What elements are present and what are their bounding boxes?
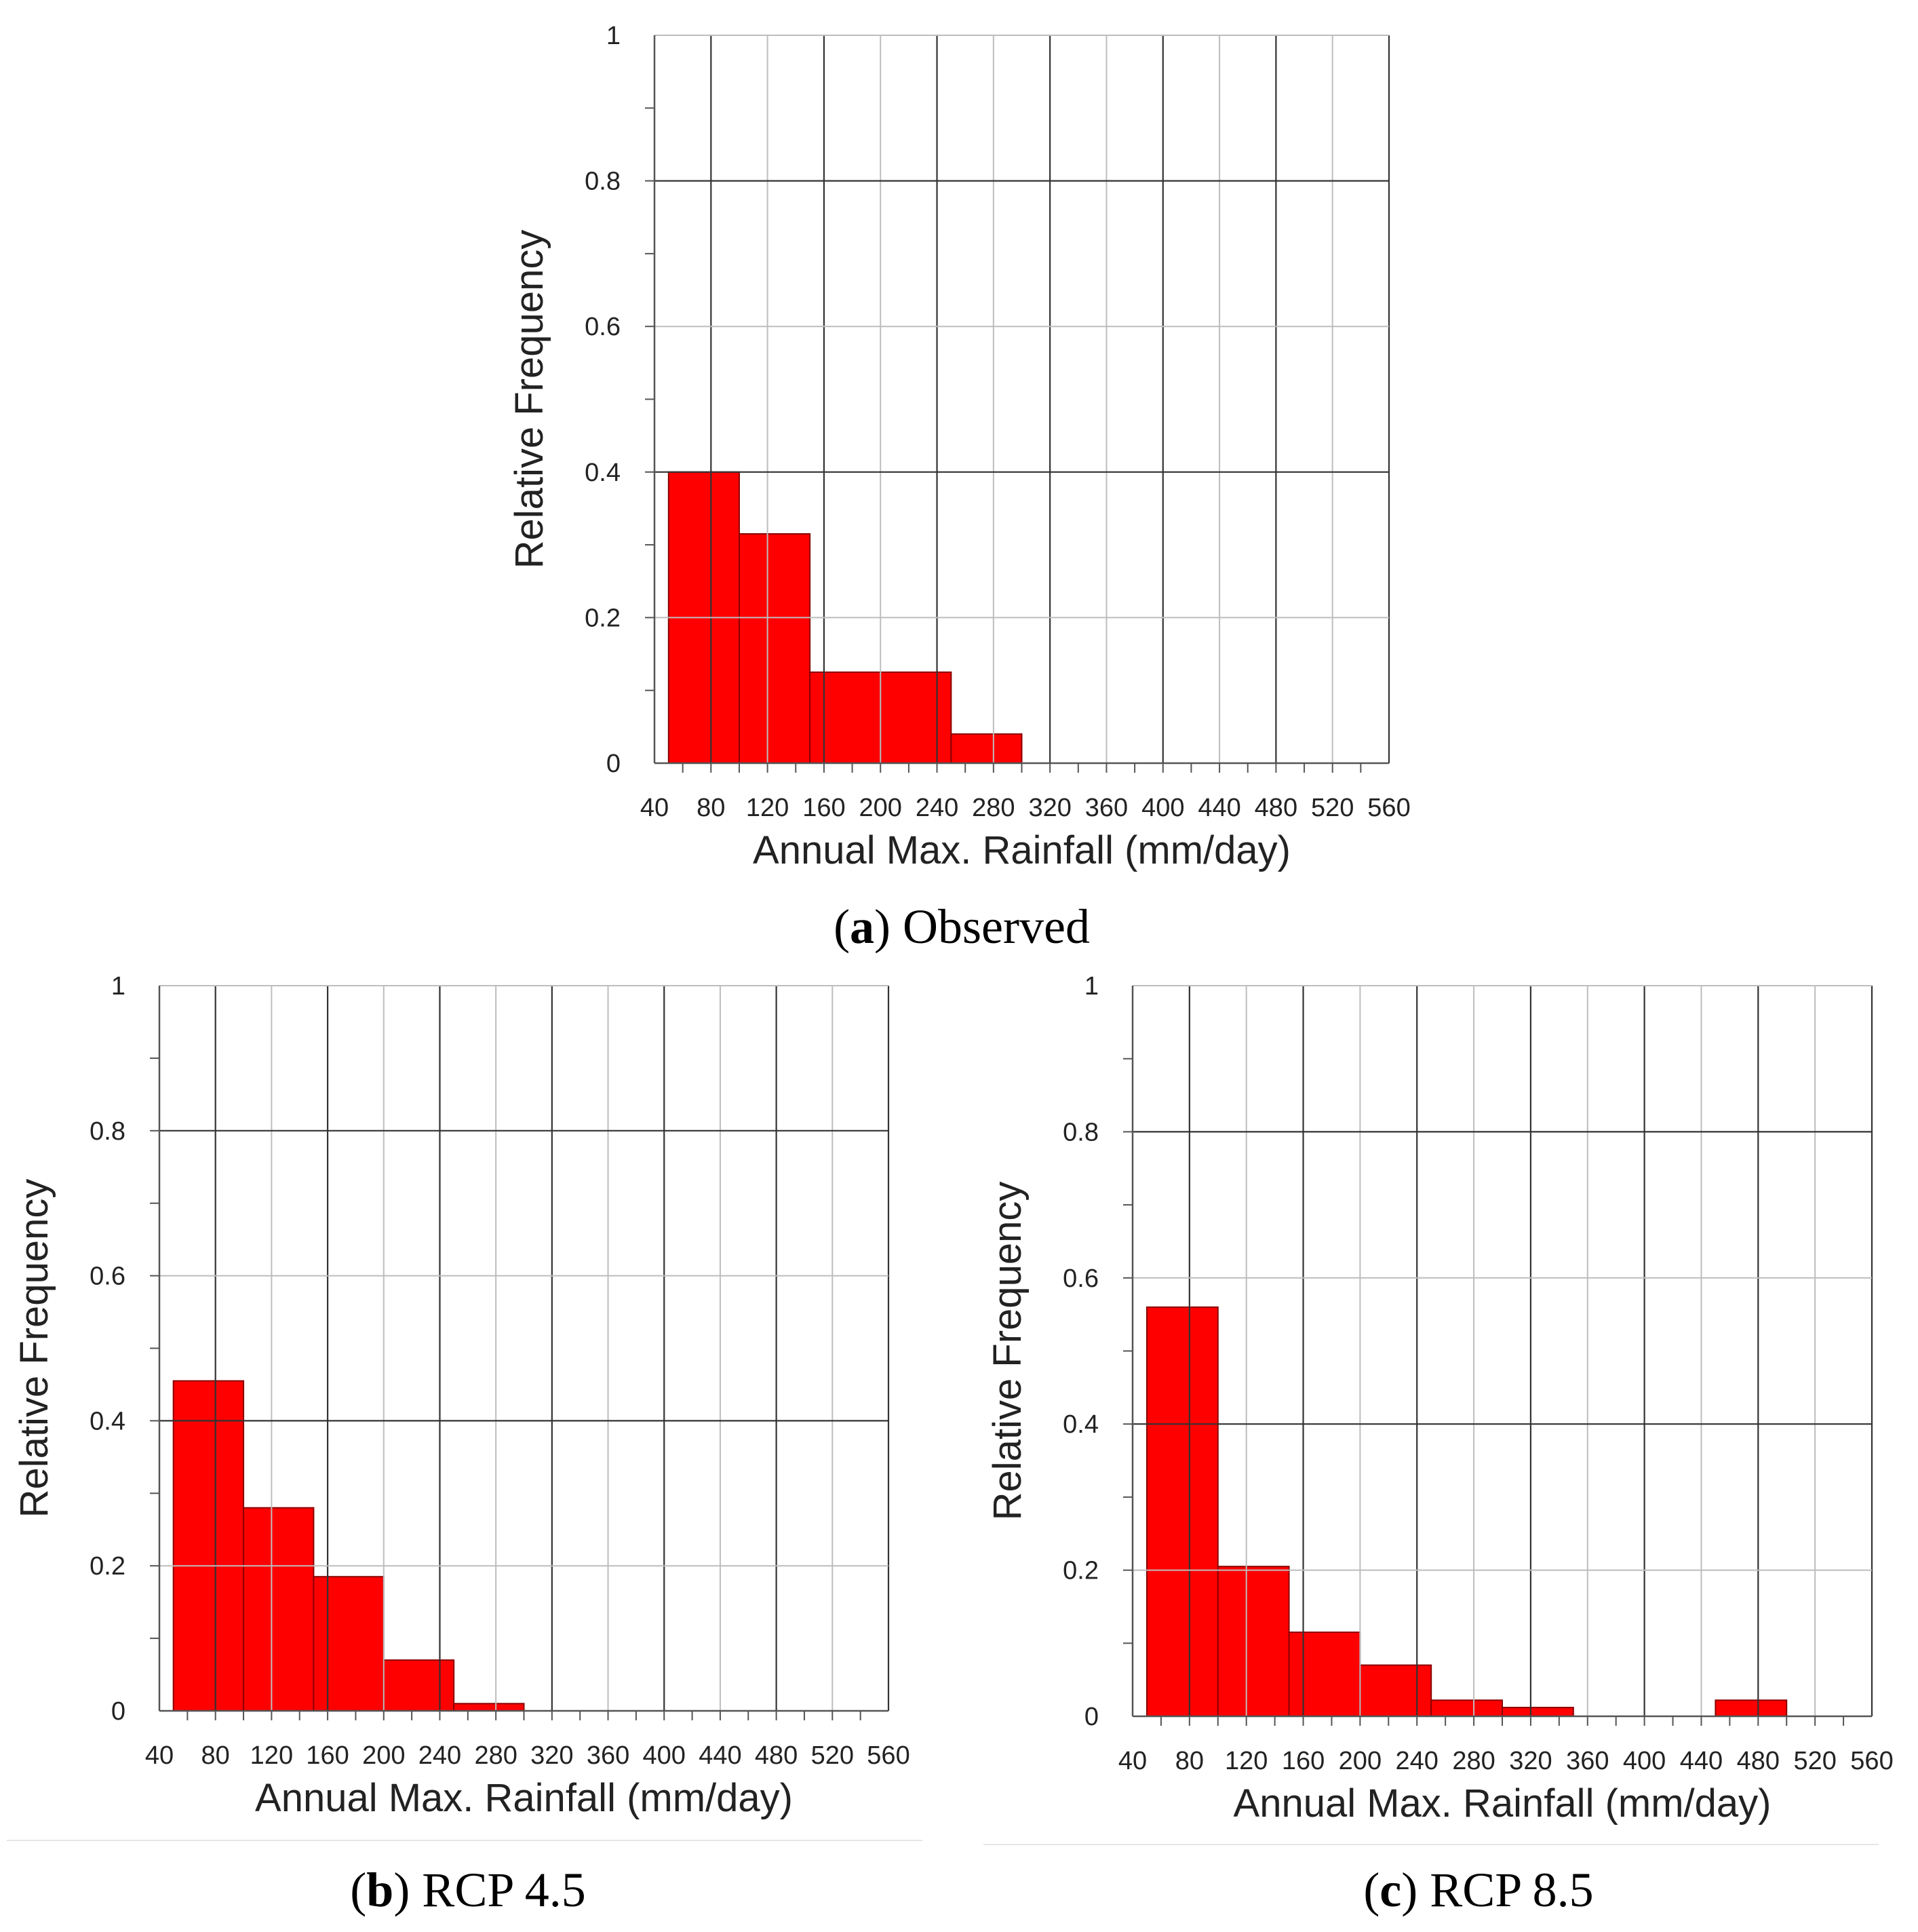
x-tick-label: 400 <box>1623 1747 1666 1775</box>
x-tick-label: 160 <box>1282 1747 1325 1775</box>
caption-text: RCP 8.5 <box>1430 1863 1594 1917</box>
x-tick-label: 440 <box>1680 1747 1723 1775</box>
y-tick-label: 0.4 <box>90 1407 125 1435</box>
separator-line <box>983 1844 1879 1845</box>
histogram-bar <box>1359 1664 1432 1718</box>
caption-text: RCP 4.5 <box>422 1863 586 1917</box>
y-tick-label: 0.8 <box>585 168 621 196</box>
y-tick-label: 0.6 <box>1063 1264 1099 1293</box>
histogram-bar <box>1430 1699 1504 1717</box>
histogram-bar <box>1288 1631 1361 1718</box>
y-tick-label: 0.2 <box>1063 1557 1099 1585</box>
y-tick-label: 0 <box>111 1697 125 1726</box>
x-tick-label: 480 <box>1737 1747 1780 1775</box>
x-tick-label: 280 <box>1452 1747 1495 1775</box>
y-tick-label: 0 <box>606 750 621 778</box>
histogram-bar <box>1502 1707 1574 1717</box>
caption-letter: a <box>850 900 875 954</box>
y-tick-label: 1 <box>1084 972 1099 1001</box>
histogram-bar <box>738 533 811 764</box>
x-tick-label: 320 <box>1509 1747 1552 1775</box>
caption-letter: c <box>1379 1863 1402 1917</box>
y-tick-label: 1 <box>111 972 125 1001</box>
histogram-bar <box>809 671 882 764</box>
y-axis-label: Relative Frequency <box>507 230 551 569</box>
x-tick-label: 120 <box>746 794 789 822</box>
x-tick-label: 120 <box>1225 1747 1268 1775</box>
y-tick-label: 0.8 <box>90 1117 125 1146</box>
x-tick-label: 480 <box>755 1741 798 1770</box>
x-tick-label: 520 <box>811 1741 854 1770</box>
x-tick-label: 240 <box>418 1741 461 1770</box>
y-tick-label: 0.4 <box>1063 1410 1099 1439</box>
x-tick-label: 560 <box>1367 794 1410 822</box>
x-tick-label: 40 <box>145 1741 174 1770</box>
x-tick-label: 560 <box>867 1741 909 1770</box>
y-axis-label: Relative Frequency <box>12 1179 56 1518</box>
x-tick-label: 280 <box>474 1741 517 1770</box>
x-tick-label: 80 <box>1175 1747 1204 1775</box>
x-tick-label: 40 <box>1118 1747 1147 1775</box>
x-tick-label: 40 <box>640 794 669 822</box>
x-tick-label: 480 <box>1255 794 1297 822</box>
caption-observed: (a) Observed <box>834 900 1090 954</box>
x-tick-label: 400 <box>643 1741 686 1770</box>
x-tick-label: 200 <box>362 1741 405 1770</box>
x-tick-label: 520 <box>1793 1747 1836 1775</box>
x-tick-label: 120 <box>250 1741 293 1770</box>
y-tick-label: 0.2 <box>585 604 621 632</box>
histogram-bar <box>243 1507 315 1712</box>
x-tick-label: 520 <box>1311 794 1354 822</box>
y-tick-label: 0.4 <box>585 459 621 487</box>
histogram-bar <box>880 671 952 764</box>
x-tick-label: 200 <box>859 794 902 822</box>
x-tick-label: 320 <box>1028 794 1071 822</box>
y-tick-label: 0.6 <box>585 313 621 341</box>
histogram-bar <box>383 1659 455 1712</box>
x-axis-label: Annual Max. Rainfall (mm/day) <box>753 828 1291 872</box>
x-axis-label: Annual Max. Rainfall (mm/day) <box>255 1776 793 1820</box>
x-tick-label: 320 <box>530 1741 573 1770</box>
y-tick-label: 0.6 <box>90 1262 125 1291</box>
x-tick-label: 240 <box>1396 1747 1438 1775</box>
x-tick-label: 440 <box>1198 794 1240 822</box>
x-axis-label: Annual Max. Rainfall (mm/day) <box>1234 1781 1772 1825</box>
x-tick-label: 200 <box>1339 1747 1382 1775</box>
x-tick-label: 560 <box>1850 1747 1893 1775</box>
caption-rcp45: (b) RCP 4.5 <box>350 1863 586 1917</box>
x-tick-label: 360 <box>1566 1747 1609 1775</box>
histogram-bar <box>1217 1566 1290 1718</box>
histogram-bar <box>172 1380 245 1712</box>
x-tick-label: 160 <box>306 1741 349 1770</box>
separator-line <box>7 1840 922 1841</box>
x-tick-label: 80 <box>201 1741 230 1770</box>
x-tick-label: 360 <box>587 1741 629 1770</box>
x-tick-label: 400 <box>1141 794 1184 822</box>
histogram-bar <box>1715 1699 1788 1717</box>
x-tick-label: 240 <box>916 794 958 822</box>
y-tick-label: 0 <box>1084 1703 1099 1731</box>
x-tick-label: 360 <box>1085 794 1128 822</box>
caption-rcp85: (c) RCP 8.5 <box>1363 1863 1594 1917</box>
y-tick-label: 0.8 <box>1063 1118 1099 1146</box>
histogram-bar <box>1146 1306 1219 1717</box>
x-tick-label: 160 <box>802 794 845 822</box>
caption-letter: b <box>366 1863 394 1917</box>
x-tick-label: 440 <box>699 1741 741 1770</box>
y-axis-label: Relative Frequency <box>985 1182 1030 1521</box>
x-tick-label: 80 <box>697 794 725 822</box>
caption-text: Observed <box>903 900 1090 954</box>
histogram-bar <box>313 1576 385 1712</box>
y-tick-label: 1 <box>606 22 621 50</box>
x-tick-label: 280 <box>972 794 1015 822</box>
y-tick-label: 0.2 <box>90 1552 125 1581</box>
